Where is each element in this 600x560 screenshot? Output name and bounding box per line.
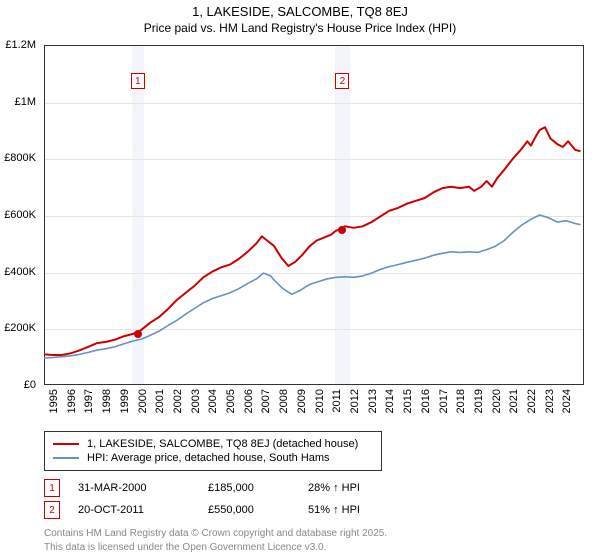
x-axis-tick-label: 2019 bbox=[473, 389, 485, 413]
legend-label-price-paid: 1, LAKESIDE, SALCOMBE, TQ8 8EJ (detached… bbox=[87, 438, 358, 450]
x-axis-tick-label: 2017 bbox=[438, 389, 450, 413]
x-axis-tick-label: 2010 bbox=[314, 389, 326, 413]
sales-table: 1 31-MAR-2000 £185,000 28% ↑ HPI 2 20-OC… bbox=[44, 479, 584, 519]
legend-swatch-blue bbox=[53, 457, 79, 459]
sale-price: £550,000 bbox=[208, 504, 308, 516]
x-axis-tick-label: 2014 bbox=[384, 389, 396, 413]
sale-marker-icon: 1 bbox=[44, 479, 60, 497]
x-axis-tick-label: 2009 bbox=[296, 389, 308, 413]
y-axis-tick-label: £600K bbox=[4, 209, 36, 221]
footer-copyright: Contains HM Land Registry data © Crown c… bbox=[44, 527, 600, 541]
chart-title-line1: 1, LAKESIDE, SALCOMBE, TQ8 8EJ bbox=[0, 4, 600, 19]
x-axis-tick-label: 2013 bbox=[367, 389, 379, 413]
x-axis-tick-label: 1998 bbox=[101, 389, 113, 413]
chart-plot-area: 12 £0£200K£400K£600K£800K£1M£1.2M1995199… bbox=[44, 45, 584, 385]
y-axis-tick-label: £400K bbox=[4, 266, 36, 278]
x-axis-tick-label: 2003 bbox=[190, 389, 202, 413]
x-axis-tick-label: 2020 bbox=[491, 389, 503, 413]
sale-delta: 28% ↑ HPI bbox=[308, 482, 360, 494]
sale-date: 20-OCT-2011 bbox=[78, 504, 208, 516]
x-axis-tick-label: 2015 bbox=[402, 389, 414, 413]
x-axis-tick-label: 2011 bbox=[331, 389, 343, 413]
x-axis-tick-label: 2002 bbox=[172, 389, 184, 413]
sale-delta: 51% ↑ HPI bbox=[308, 504, 360, 516]
series-line-price_paid bbox=[44, 127, 581, 355]
y-axis-tick-label: £200K bbox=[4, 322, 36, 334]
x-axis-tick-label: 2012 bbox=[349, 389, 361, 413]
sale-price: £185,000 bbox=[208, 482, 308, 494]
y-axis-tick-label: £800K bbox=[4, 152, 36, 164]
x-axis-tick-label: 2000 bbox=[137, 389, 149, 413]
x-axis-tick-label: 2022 bbox=[526, 389, 538, 413]
x-axis-tick-label: 2004 bbox=[207, 389, 219, 413]
y-axis-tick-label: £0 bbox=[24, 379, 36, 391]
sale-row: 1 31-MAR-2000 £185,000 28% ↑ HPI bbox=[44, 479, 584, 497]
sale-date: 31-MAR-2000 bbox=[78, 482, 208, 494]
x-axis-tick-label: 2005 bbox=[225, 389, 237, 413]
legend-label-hpi: HPI: Average price, detached house, Sout… bbox=[87, 452, 330, 464]
sale-marker-icon: 2 bbox=[44, 501, 60, 519]
x-axis-tick-label: 1996 bbox=[66, 389, 78, 413]
legend-item-hpi: HPI: Average price, detached house, Sout… bbox=[53, 452, 373, 464]
x-axis-tick-label: 1997 bbox=[83, 389, 95, 413]
y-axis-tick-label: £1M bbox=[15, 96, 36, 108]
x-axis-tick-label: 2016 bbox=[420, 389, 432, 413]
legend-item-price-paid: 1, LAKESIDE, SALCOMBE, TQ8 8EJ (detached… bbox=[53, 438, 373, 450]
legend-swatch-red bbox=[53, 443, 79, 445]
y-axis-tick-label: £1.2M bbox=[5, 39, 36, 51]
x-axis-tick-label: 2018 bbox=[455, 389, 467, 413]
x-axis-tick-label: 2007 bbox=[260, 389, 272, 413]
x-axis-tick-label: 1999 bbox=[119, 389, 131, 413]
legend-box: 1, LAKESIDE, SALCOMBE, TQ8 8EJ (detached… bbox=[44, 431, 382, 471]
x-axis-tick-label: 2021 bbox=[508, 389, 520, 413]
chart-title-line2: Price paid vs. HM Land Registry's House … bbox=[0, 21, 600, 35]
x-axis-tick-label: 1995 bbox=[48, 389, 60, 413]
x-axis-tick-label: 2001 bbox=[154, 389, 166, 413]
x-axis-tick-label: 2023 bbox=[544, 389, 556, 413]
x-axis-tick-label: 2008 bbox=[278, 389, 290, 413]
sale-row: 2 20-OCT-2011 £550,000 51% ↑ HPI bbox=[44, 501, 584, 519]
footer-licence: This data is licensed under the Open Gov… bbox=[44, 541, 600, 555]
x-axis-tick-label: 2024 bbox=[561, 389, 573, 413]
x-axis-tick-label: 2006 bbox=[243, 389, 255, 413]
